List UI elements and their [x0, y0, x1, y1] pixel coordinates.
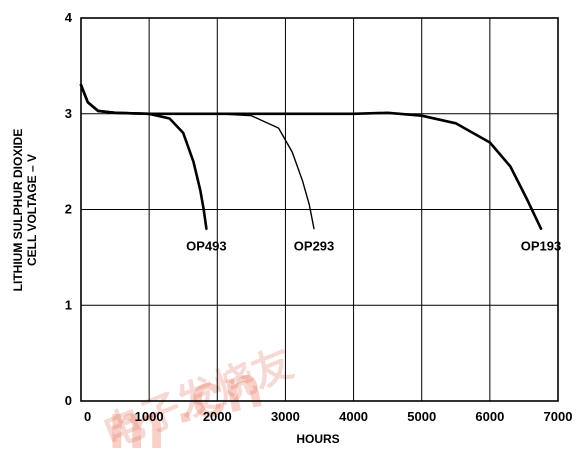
- x-tick-label: 7000: [544, 409, 573, 424]
- x-tick-label: 3000: [271, 409, 300, 424]
- y-tick-label: 4: [65, 10, 73, 25]
- grid: [81, 18, 558, 401]
- y-axis-title-line1: LITHIUM SULPHUR DIOXIDE: [11, 129, 25, 292]
- x-tick-labels: 0 1000 2000 3000 4000 5000 6000 7000: [84, 409, 572, 424]
- series-label-op193: OP193: [521, 239, 561, 254]
- x-tick-label: 2000: [203, 409, 232, 424]
- y-axis-title: LITHIUM SULPHUR DIOXIDE CELL VOLTAGE – V: [11, 129, 39, 292]
- series-line-op293: [80, 84, 315, 230]
- series-label-op493: OP493: [186, 239, 226, 254]
- x-tick-label: 4000: [339, 409, 368, 424]
- x-tick-label: 5000: [407, 409, 436, 424]
- y-tick-label: 3: [65, 106, 72, 121]
- y-tick-label: 2: [65, 202, 72, 217]
- series-label-op293: OP293: [294, 239, 334, 254]
- watermark: 电子发烧友 m .cn: [97, 340, 300, 452]
- y-tick-labels: 0 1 2 3 4: [65, 10, 73, 408]
- x-tick-label: 1000: [135, 409, 164, 424]
- x-axis-title: HOURS: [296, 432, 339, 446]
- series-group: OP493 OP293 OP193: [79, 83, 561, 254]
- x-tick-label: 6000: [475, 409, 504, 424]
- y-axis-title-line2: CELL VOLTAGE – V: [25, 154, 39, 266]
- y-tick-label: 0: [65, 393, 72, 408]
- series-line-op193: [79, 83, 543, 230]
- series-line-op493: [79, 83, 208, 230]
- plot-frame: [80, 17, 559, 402]
- y-tick-label: 1: [65, 297, 72, 312]
- x-tick-label: 0: [84, 409, 91, 424]
